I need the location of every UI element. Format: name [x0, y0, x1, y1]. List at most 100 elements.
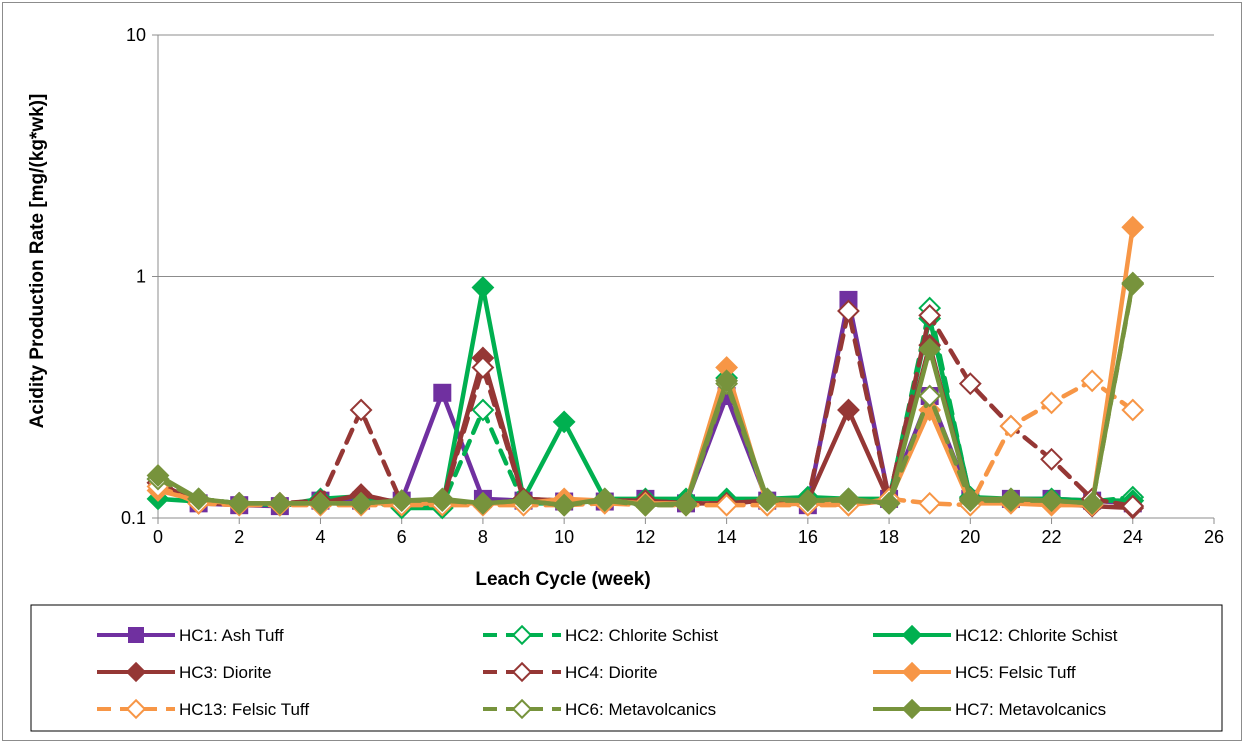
data-point	[309, 491, 332, 515]
data-point	[918, 384, 942, 408]
data-point	[349, 491, 373, 515]
data-point	[877, 491, 901, 515]
data-point	[1040, 391, 1063, 415]
legend-marker	[511, 624, 533, 646]
legend-item: HC4: Diorite	[483, 661, 658, 683]
data-point	[1040, 489, 1063, 513]
data-point	[552, 493, 576, 517]
series-layer	[146, 215, 1145, 520]
y-tick-label: 0.1	[121, 508, 146, 528]
data-point	[349, 398, 373, 422]
data-point	[999, 487, 1023, 511]
data-point	[471, 398, 495, 422]
legend-item: HC3: Diorite	[97, 661, 272, 683]
legend-label: HC6: Metavolcanics	[565, 700, 716, 719]
x-tick-label: 4	[315, 527, 325, 547]
data-point	[958, 487, 982, 511]
series-group	[146, 272, 1145, 517]
legend-marker	[125, 698, 147, 720]
data-point	[187, 487, 211, 511]
data-point	[471, 491, 495, 515]
legend-label: HC2: Chlorite Schist	[565, 626, 718, 645]
x-tick-label: 16	[798, 527, 818, 547]
legend-marker	[901, 624, 923, 646]
legend-label: HC12: Chlorite Schist	[955, 626, 1118, 645]
data-point	[837, 487, 860, 511]
data-point	[471, 276, 495, 299]
data-point	[552, 410, 576, 434]
series-group	[146, 215, 1145, 517]
data-point	[268, 491, 292, 515]
data-point	[918, 304, 942, 327]
legend-label: HC13: Felsic Tuff	[179, 700, 309, 719]
data-point	[715, 369, 739, 393]
data-point	[1121, 271, 1145, 295]
legend-label: HC7: Metavolcanics	[955, 700, 1106, 719]
legend-item: HC6: Metavolcanics	[483, 698, 716, 720]
y-tick-label: 1	[136, 267, 146, 287]
x-axis-title: Leach Cycle (week)	[475, 569, 650, 590]
series-line	[155, 308, 1136, 509]
data-point	[918, 337, 942, 361]
data-point	[227, 491, 251, 515]
legend-label: HC3: Diorite	[179, 663, 272, 682]
legend-label: HC1: Ash Tuff	[179, 626, 284, 645]
legend: HC1: Ash Tuff HC2: Chlorite Schist HC12: C…	[30, 604, 1223, 732]
data-point	[918, 491, 942, 515]
data-point	[999, 414, 1023, 438]
x-tick-label: 2	[234, 527, 244, 547]
data-point	[512, 489, 535, 513]
data-point	[958, 372, 982, 396]
y-tick-label: 10	[126, 25, 146, 45]
data-point	[1080, 369, 1104, 393]
series-group	[146, 276, 1145, 520]
legend-item: HC13: Felsic Tuff	[97, 698, 309, 720]
legend-item: HC5: Felsic Tuff	[873, 661, 1076, 683]
series-group	[146, 299, 1145, 518]
data-point	[390, 489, 414, 513]
x-tick-label: 0	[153, 527, 163, 547]
legend-label: HC5: Felsic Tuff	[955, 663, 1076, 682]
legend-item: HC7: Metavolcanics	[873, 698, 1106, 720]
data-point	[1040, 447, 1063, 471]
data-point	[1080, 491, 1104, 515]
legend-marker	[125, 661, 147, 683]
series-group	[149, 290, 1142, 516]
data-point	[837, 398, 860, 422]
data-point	[1121, 398, 1145, 422]
x-tick-label: 22	[1042, 527, 1062, 547]
legend-marker	[901, 698, 923, 720]
data-point	[146, 464, 170, 487]
legend-item: HC1: Ash Tuff	[97, 626, 284, 645]
x-tick-label: 12	[635, 527, 655, 547]
legend-marker	[511, 661, 533, 683]
x-tick-label: 10	[554, 527, 574, 547]
series-line	[155, 342, 1136, 511]
grid-layer	[158, 34, 1214, 277]
data-point	[430, 487, 454, 511]
legend-item: HC2: Chlorite Schist	[483, 624, 718, 646]
x-tick-label: 20	[960, 527, 980, 547]
x-tick-label: 26	[1204, 527, 1224, 547]
data-point	[433, 383, 452, 402]
series-group	[146, 271, 1145, 517]
legend-box	[30, 604, 1223, 732]
legend-label: HC4: Diorite	[565, 663, 658, 682]
data-point	[593, 487, 617, 511]
x-tick-label: 14	[717, 527, 737, 547]
data-point	[715, 493, 739, 517]
legend-marker	[128, 627, 144, 643]
x-tick-label: 6	[397, 527, 407, 547]
x-tick-label: 8	[478, 527, 488, 547]
legend-marker	[511, 698, 533, 720]
data-point	[674, 491, 698, 515]
data-point	[1121, 494, 1145, 518]
legend-items: HC1: Ash Tuff HC2: Chlorite Schist HC12: C…	[97, 624, 1118, 720]
data-point	[1121, 215, 1145, 239]
legend-marker	[901, 661, 923, 683]
data-point	[633, 493, 657, 517]
x-tick-label: 24	[1123, 527, 1143, 547]
